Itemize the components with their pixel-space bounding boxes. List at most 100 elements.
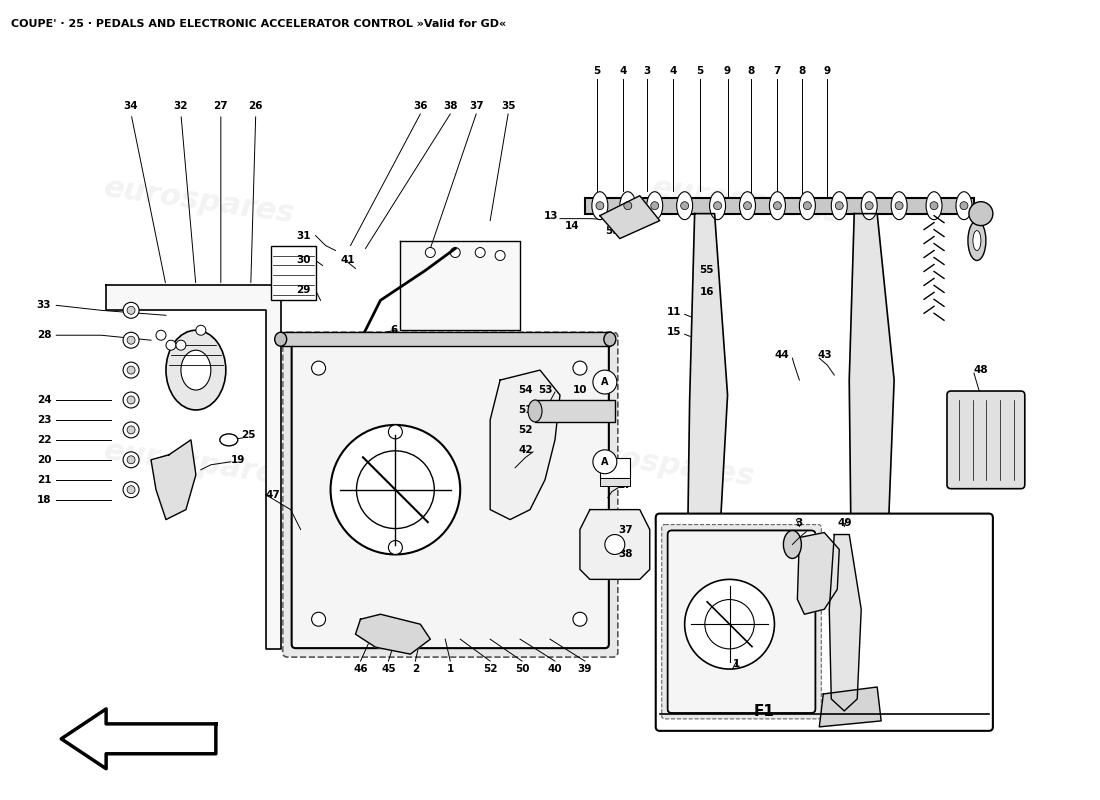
Circle shape [388,425,403,439]
Circle shape [835,202,844,210]
Circle shape [714,202,722,210]
Circle shape [123,362,139,378]
Ellipse shape [972,230,981,250]
Circle shape [356,451,435,529]
Bar [271,246,316,300]
Text: 38: 38 [618,550,632,559]
Circle shape [866,202,873,210]
FancyBboxPatch shape [656,514,993,731]
Text: 14: 14 [565,221,580,230]
Circle shape [426,247,436,258]
Polygon shape [106,286,280,649]
Text: 23: 23 [36,415,52,425]
Text: 7: 7 [773,66,781,76]
Polygon shape [829,534,861,711]
Polygon shape [580,510,650,579]
Text: 31: 31 [296,230,310,241]
Circle shape [651,202,659,210]
Circle shape [593,370,617,394]
FancyBboxPatch shape [947,391,1025,489]
Text: 1: 1 [733,659,740,669]
Text: 24: 24 [36,395,52,405]
Text: 48: 48 [974,365,989,375]
Text: 43: 43 [817,350,832,360]
Text: 51: 51 [518,405,534,415]
Circle shape [495,250,505,261]
Circle shape [156,330,166,340]
Bar [585,198,974,214]
Text: 45: 45 [381,664,396,674]
Bar [280,332,609,346]
Text: 52: 52 [483,664,497,674]
Polygon shape [849,214,894,574]
Circle shape [331,425,460,554]
Bar [535,400,615,422]
Ellipse shape [220,434,238,446]
Text: eurospares: eurospares [101,436,296,491]
Text: 33: 33 [36,300,52,310]
Polygon shape [491,370,560,519]
Text: 49: 49 [778,525,792,534]
Circle shape [123,302,139,318]
Circle shape [969,202,993,226]
Text: 37: 37 [469,101,484,111]
Text: 1: 1 [447,664,454,674]
Circle shape [128,306,135,314]
Ellipse shape [968,221,986,261]
Bar [600,458,630,478]
Text: 9: 9 [724,66,732,76]
Ellipse shape [275,332,287,346]
Ellipse shape [800,192,815,220]
Text: A: A [601,457,608,466]
Circle shape [123,422,139,438]
Circle shape [705,599,755,649]
Text: 12: 12 [618,460,632,470]
Text: 34: 34 [123,101,139,111]
Polygon shape [355,614,430,654]
Polygon shape [820,687,881,727]
Circle shape [123,452,139,468]
Ellipse shape [180,350,211,390]
Text: 30: 30 [296,255,310,266]
Circle shape [573,612,587,626]
Text: eurospares: eurospares [562,436,757,491]
Text: 54: 54 [518,385,534,395]
Text: 16: 16 [700,287,714,298]
Text: 55: 55 [700,266,714,275]
Ellipse shape [832,192,847,220]
Circle shape [930,202,938,210]
Polygon shape [62,709,216,769]
Ellipse shape [926,192,942,220]
Text: 18: 18 [36,494,52,505]
Text: eurospares: eurospares [650,173,845,229]
Polygon shape [688,214,727,554]
FancyBboxPatch shape [668,530,815,713]
Text: 11: 11 [668,307,682,318]
Polygon shape [600,196,660,238]
Circle shape [960,202,968,210]
Ellipse shape [647,192,662,220]
Circle shape [803,202,812,210]
Circle shape [128,486,135,494]
Text: 3: 3 [644,66,650,76]
Ellipse shape [783,530,802,558]
Circle shape [166,340,176,350]
Text: 19: 19 [231,454,245,465]
Text: 8: 8 [799,66,806,76]
Circle shape [128,426,135,434]
FancyBboxPatch shape [292,342,609,648]
Text: 49: 49 [837,518,851,527]
Text: 22: 22 [36,435,52,445]
Text: 2: 2 [411,664,419,674]
Text: 6: 6 [390,326,398,335]
Ellipse shape [528,400,542,422]
Text: 32: 32 [174,101,188,111]
Ellipse shape [619,192,636,220]
FancyBboxPatch shape [283,332,618,657]
Text: 15: 15 [668,327,682,338]
Text: 28: 28 [36,330,52,340]
Text: 26: 26 [249,101,263,111]
Ellipse shape [861,192,877,220]
Circle shape [388,541,403,554]
Circle shape [895,202,903,210]
